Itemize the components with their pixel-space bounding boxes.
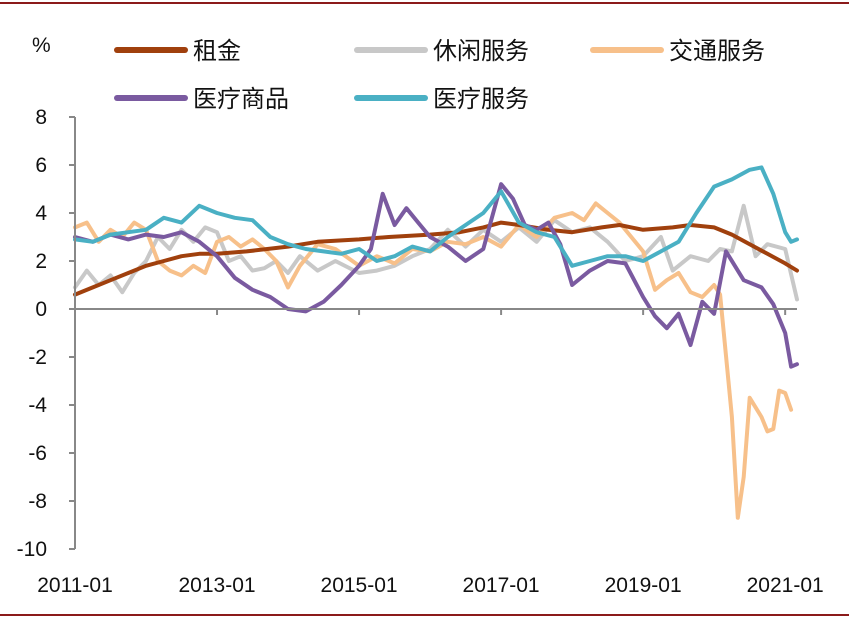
y-tick-label: 0 — [35, 298, 47, 321]
y-tick-label: -10 — [17, 538, 47, 561]
legend-label: 休闲服务 — [433, 37, 529, 65]
y-tick-label: -4 — [28, 394, 47, 417]
legend-label: 交通服务 — [669, 37, 765, 65]
series-line-1 — [73, 203, 799, 302]
x-tick-label: 2013-01 — [178, 574, 255, 597]
legend-label: 医疗商品 — [193, 85, 289, 113]
x-tick-label: 2021-01 — [747, 574, 824, 597]
y-axis-unit: % — [32, 34, 51, 57]
legend-label: 租金 — [193, 37, 241, 65]
y-tick-label: -8 — [28, 490, 47, 513]
y-tick-label: 8 — [35, 106, 47, 129]
bottom-border — [0, 614, 849, 616]
series-line-2 — [73, 201, 794, 520]
y-axis-ticks: 8 6 4 2 0 -2 -4 -6 -8 -10 — [17, 106, 75, 561]
y-tick-label: 6 — [35, 154, 47, 177]
y-tick-label: 4 — [35, 202, 47, 225]
x-tick-label: 2017-01 — [463, 574, 540, 597]
y-tick-label: -6 — [28, 442, 47, 465]
legend-label: 医疗服务 — [433, 85, 529, 113]
series-line-4 — [73, 165, 799, 268]
x-tick-label: 2015-01 — [321, 574, 398, 597]
series-layer — [73, 165, 799, 520]
x-tick-label: 2011-01 — [37, 574, 113, 597]
x-tick-label: 2019-01 — [605, 574, 682, 597]
x-axis-ticks: 2011-01 2013-01 2015-01 2017-01 2019-01 2021-… — [37, 309, 824, 597]
y-tick-label: -2 — [28, 346, 47, 369]
top-border — [0, 2, 849, 4]
y-tick-label: 2 — [35, 250, 47, 273]
series-line-0 — [73, 220, 799, 297]
